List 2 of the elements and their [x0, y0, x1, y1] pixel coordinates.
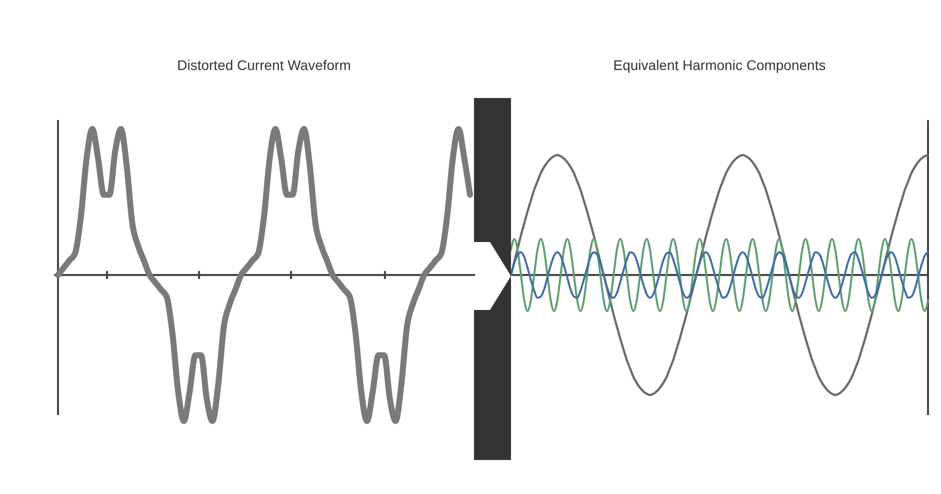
chart-title: Distorted Current Waveform: [177, 57, 351, 73]
chart-title: Equivalent Harmonic Components: [613, 57, 826, 73]
